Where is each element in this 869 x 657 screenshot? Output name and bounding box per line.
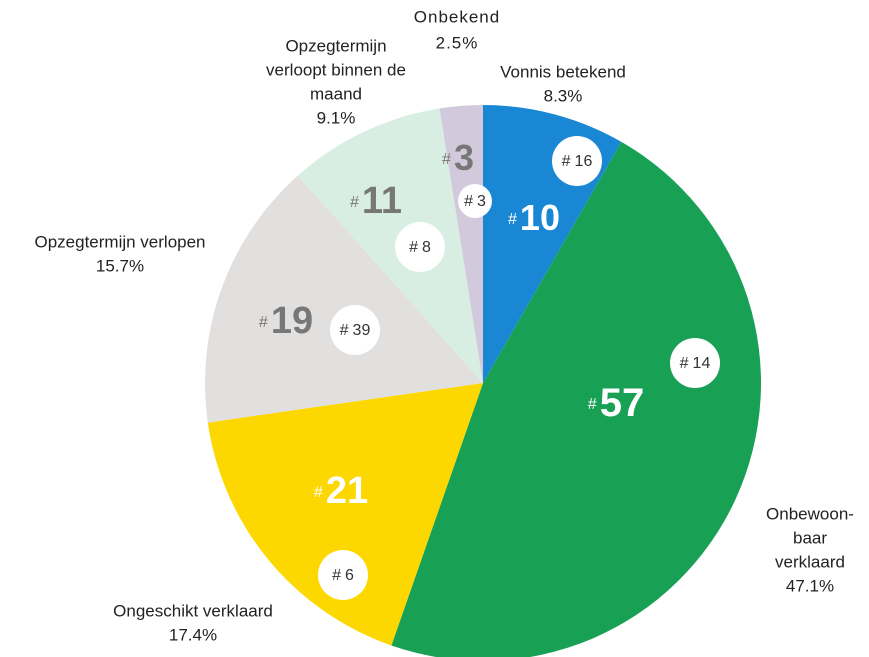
slice-label: verloopt binnen de (266, 60, 406, 79)
slice-percent: 8.3% (544, 86, 583, 105)
slice-percent: 17.4% (169, 625, 217, 644)
pie-slice (391, 141, 761, 657)
badge-value: 6 (345, 567, 354, 584)
slice-percent: 9.1% (317, 108, 356, 127)
count-value: 19 (271, 300, 313, 342)
badge (395, 222, 445, 272)
pie-slice (205, 175, 483, 423)
slice-percent: 15.7% (96, 256, 144, 275)
badge-prefix: # (409, 239, 418, 256)
count-value: 3 (454, 137, 474, 178)
slice-count: #19 (259, 300, 313, 342)
badge-value: 8 (422, 239, 431, 256)
count-prefix: # (508, 211, 517, 228)
slice-label: Opzegtermijn (285, 36, 386, 55)
count-prefix: # (350, 194, 359, 211)
badge-text: #3 (464, 193, 486, 210)
count-prefix: # (259, 314, 268, 331)
pie-slice (297, 108, 483, 383)
pie-slice (439, 105, 483, 383)
badge-text: #8 (409, 239, 431, 256)
slice-label: Onbewoon- (766, 504, 854, 523)
badge-text: #14 (680, 355, 711, 372)
slice-label: Onbekend (414, 7, 500, 26)
slice-label: Opzegtermijn verlopen (34, 232, 205, 251)
count-prefix: # (314, 484, 323, 501)
count-prefix: # (442, 151, 451, 168)
slice-percent: 47.1% (786, 576, 834, 595)
count-value: 57 (600, 381, 645, 425)
badge-prefix: # (340, 322, 349, 339)
badge (670, 338, 720, 388)
slice-count: #21 (314, 470, 368, 512)
badge-text: #16 (562, 153, 593, 170)
badge-value: 14 (693, 355, 711, 372)
badge-text: #6 (332, 567, 354, 584)
badge-prefix: # (680, 355, 689, 372)
badge-value: 39 (353, 322, 371, 339)
slice-label: Ongeschikt verklaard (113, 601, 273, 620)
count-value: 10 (520, 197, 560, 238)
badge-text: #39 (340, 322, 371, 339)
slice-count: #3 (442, 137, 474, 178)
badge-prefix: # (464, 193, 473, 210)
badge-prefix: # (562, 153, 571, 170)
slice-label: Vonnis betekend (500, 62, 626, 81)
pie-slice (207, 383, 483, 646)
badge-prefix: # (332, 567, 341, 584)
badge (458, 184, 492, 218)
slice-count: #11 (350, 180, 402, 222)
badge-value: 16 (575, 153, 593, 170)
slice-label: maand (310, 84, 362, 103)
slice-count: #57 (588, 381, 644, 425)
count-value: 21 (326, 470, 368, 512)
slice-label: baar (793, 528, 827, 547)
badge (318, 550, 368, 600)
slice-label: verklaard (775, 552, 845, 571)
count-prefix: # (588, 396, 597, 413)
slice-percent: 2.5% (436, 33, 479, 52)
count-value: 11 (362, 180, 402, 222)
slice-count: #10 (508, 197, 560, 238)
badge (552, 136, 602, 186)
badge (330, 305, 380, 355)
badge-value: 3 (477, 193, 486, 210)
